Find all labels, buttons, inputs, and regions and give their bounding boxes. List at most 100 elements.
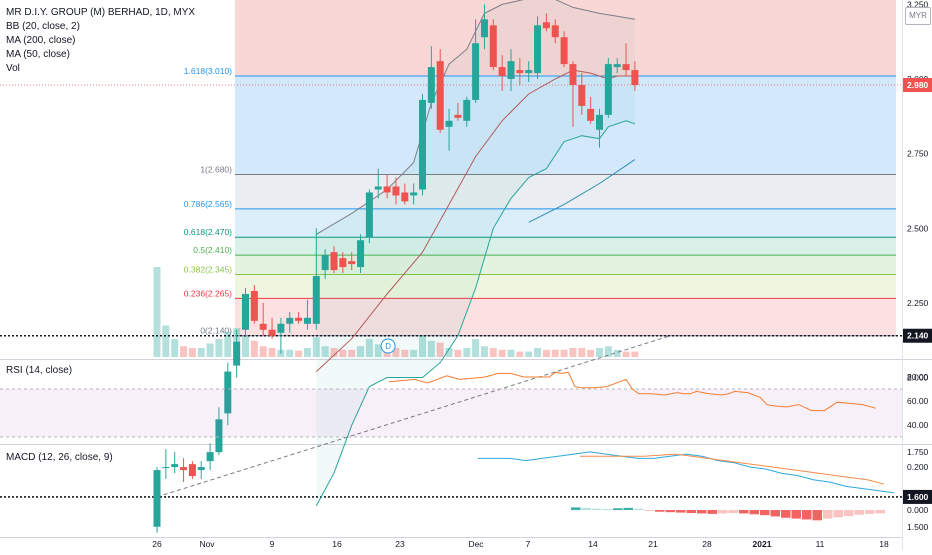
volume-bar: [330, 348, 338, 357]
macd-histogram-bar: [823, 510, 833, 519]
fib-level-label: 0.5(2.410): [193, 245, 232, 255]
macd-histogram-bar: [665, 510, 675, 513]
volume-bar: [534, 348, 542, 357]
volume-bar: [525, 351, 533, 357]
indicator-ma50-label[interactable]: MA (50, close): [6, 49, 70, 60]
candle-body: [330, 252, 338, 271]
volume-bar: [472, 339, 480, 357]
volume-bar: [259, 346, 267, 357]
price-tick-label: 2.000: [907, 373, 929, 383]
time-tick-label: 7: [526, 539, 531, 549]
volume-bar: [507, 349, 515, 357]
volume-bar: [419, 335, 426, 357]
candle-body: [365, 192, 373, 238]
fib-zone: [235, 274, 896, 299]
candle-body: [560, 37, 568, 65]
candle-body: [295, 317, 303, 321]
volume-bar: [631, 351, 639, 357]
candle-body: [180, 467, 188, 471]
macd-histogram-bar: [613, 508, 623, 510]
volume-bar: [206, 343, 214, 357]
macd-histogram-bar: [875, 510, 885, 514]
volume-bar: [427, 340, 435, 357]
macd-histogram-bar: [739, 510, 749, 514]
candle-body: [445, 120, 453, 127]
volume-bar: [445, 348, 453, 357]
price-tick-label: 1.750: [907, 447, 929, 457]
chart-legend: MR D.I.Y. GROUP (M) BERHAD, 1D, MYX BB (…: [6, 6, 195, 76]
candle-body: [259, 323, 267, 330]
indicator-vol-label[interactable]: Vol: [6, 63, 20, 74]
time-tick-label: 18: [879, 539, 889, 549]
candle-body: [542, 22, 550, 29]
currency-badge[interactable]: MYR: [905, 7, 931, 25]
candle-body: [242, 293, 249, 330]
time-tick-label: 2021: [753, 539, 772, 549]
macd-histogram-bar: [707, 510, 717, 514]
candle-body: [596, 114, 603, 130]
time-tick-label: 26: [152, 539, 162, 549]
candle-body: [374, 186, 382, 190]
price-tick-label: 2.500: [907, 223, 929, 233]
macd-histogram-bar: [581, 507, 591, 510]
volume-bar: [348, 349, 356, 357]
macd-tick-label: 0.200: [907, 462, 929, 472]
volume-bar: [578, 348, 586, 357]
fib-zone: [235, 298, 896, 336]
volume-bar: [480, 346, 488, 357]
symbol-title[interactable]: MR D.I.Y. GROUP (M) BERHAD, 1D, MYX: [6, 7, 196, 18]
candle-body: [569, 64, 577, 85]
volume-bar: [392, 348, 400, 357]
rsi-pane-label[interactable]: RSI (14, close): [6, 365, 73, 376]
macd-histogram-bar: [791, 510, 801, 519]
price-tick-label: 3.250: [907, 0, 929, 9]
volume-bar: [224, 331, 232, 357]
bb-lower-line: [315, 120, 636, 507]
candle-body: [215, 419, 223, 453]
volume-bar: [463, 348, 471, 357]
candle-body: [436, 61, 444, 130]
volume-bar: [613, 349, 621, 357]
macd-histogram-bar: [749, 510, 759, 515]
time-tick-label: 16: [332, 539, 342, 549]
candle-body: [516, 70, 524, 74]
indicator-ma200-label[interactable]: MA (200, close): [6, 35, 76, 46]
volume-bar: [171, 339, 179, 357]
candle-body: [489, 25, 497, 68]
macd-histogram-bar: [833, 510, 843, 518]
candle-body: [454, 114, 462, 118]
volume-bar: [542, 349, 550, 357]
candle-body: [312, 276, 320, 324]
time-tick-label: 14: [588, 539, 598, 549]
macd-histogram-bar: [644, 510, 654, 511]
macd-tick-label: 0.000: [907, 505, 929, 515]
volume-bar: [489, 348, 497, 357]
indicator-bb-label[interactable]: BB (20, close, 2): [6, 21, 80, 32]
macd-histogram-bar: [770, 510, 780, 517]
volume-bar: [587, 349, 595, 357]
macd-histogram-bar: [854, 510, 864, 515]
candle-body: [233, 341, 241, 366]
macd-pane-label[interactable]: MACD (12, 26, close, 9): [6, 452, 113, 463]
volume-bar: [410, 349, 418, 357]
macd-histogram-bar: [697, 510, 707, 514]
fib-level-label: 1(2.680): [200, 165, 232, 175]
candle-body: [534, 25, 542, 74]
volume-bar: [180, 346, 188, 357]
candle-body: [171, 464, 179, 468]
dividend-event-label: D: [385, 342, 391, 351]
candle-body: [197, 467, 205, 471]
volume-bar: [268, 348, 276, 357]
candle-body: [498, 67, 506, 77]
volume-bar: [560, 349, 568, 357]
candle-body: [277, 323, 285, 333]
macd-histogram-bar: [802, 510, 812, 520]
candle-body: [622, 64, 630, 71]
fib-zone-1618: [235, 76, 896, 175]
candle-body: [480, 19, 488, 38]
rsi-band: [0, 389, 902, 437]
macd-histogram-bar: [812, 510, 822, 521]
support-price-badge: [903, 489, 932, 504]
